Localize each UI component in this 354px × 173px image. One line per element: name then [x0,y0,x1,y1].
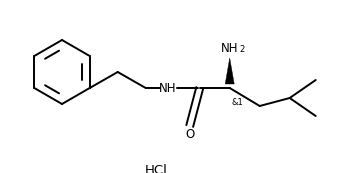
Polygon shape [225,58,234,84]
Text: &1: &1 [232,98,244,107]
Text: HCl: HCl [144,164,167,173]
Text: O: O [185,128,194,140]
Text: 2: 2 [240,45,245,54]
Text: NH: NH [159,81,176,94]
Text: NH: NH [221,42,239,54]
